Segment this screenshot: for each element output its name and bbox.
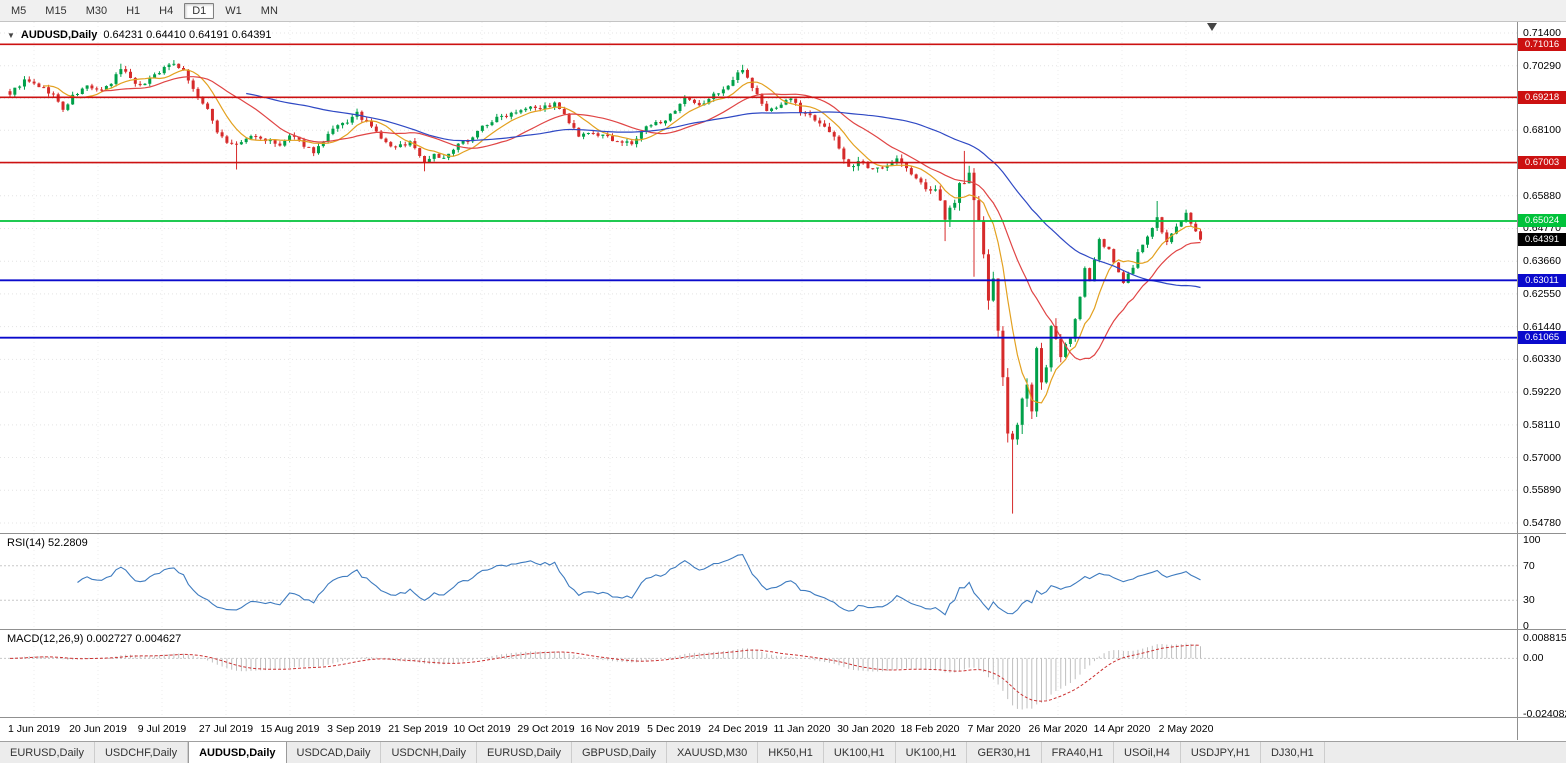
tab-ger30-h1[interactable]: GER30,H1 — [967, 742, 1042, 763]
price-axis-label: 0.58110 — [1523, 418, 1561, 431]
macd-histogram — [14, 643, 1201, 710]
timeframe-button-m15[interactable]: M15 — [45, 4, 67, 17]
time-axis-label: 3 Sep 2019 — [327, 723, 381, 735]
ma-50-line — [246, 92, 1201, 289]
tab-gbpusd-daily[interactable]: GBPUSD,Daily — [572, 742, 667, 763]
price-axis-label: 0.71400 — [1523, 26, 1561, 39]
tab-audusd-daily[interactable]: AUDUSD,Daily — [188, 742, 287, 763]
rsi-line — [77, 554, 1201, 616]
grid-lines — [0, 22, 1518, 718]
tab-usoil-h4[interactable]: USOil,H4 — [1114, 742, 1181, 763]
ma-8-line — [43, 69, 1201, 404]
price-axis-label: 0.60330 — [1523, 353, 1561, 366]
tab-uk100-h1[interactable]: UK100,H1 — [896, 742, 968, 763]
time-axis-label: 7 Mar 2020 — [967, 723, 1021, 735]
time-axis-label: 26 Mar 2020 — [1028, 723, 1088, 735]
price-axis-label: 0.68100 — [1523, 124, 1561, 137]
time-axis-label: 5 Dec 2019 — [647, 723, 701, 735]
timeframe-button-m5[interactable]: M5 — [11, 4, 27, 17]
time-axis-label: 15 Aug 2019 — [260, 723, 320, 735]
price-axis-label: 0.65880 — [1523, 189, 1561, 202]
time-axis-label: 21 Sep 2019 — [388, 723, 448, 735]
timeframe-button-h1[interactable]: H1 — [126, 4, 141, 17]
time-axis-label: 20 Jun 2019 — [69, 723, 127, 735]
macd-signal-line — [9, 644, 1201, 702]
time-axis-label: 2 May 2020 — [1158, 723, 1214, 735]
timeframe-button-m30[interactable]: M30 — [85, 4, 108, 17]
price-line-badge[interactable]: 0.67003 — [1518, 156, 1566, 170]
rsi-indicator-label: RSI(14) 52.2809 — [7, 537, 88, 549]
current-price-badge: 0.64391 — [1518, 233, 1566, 247]
price-line-badge[interactable]: 0.61065 — [1518, 331, 1566, 345]
timeframe-button-d1[interactable]: D1 — [184, 2, 215, 19]
chart-title: ▼ AUDUSD,Daily 0.64231 0.64410 0.64191 0… — [7, 29, 272, 41]
time-axis-label: 11 Jan 2020 — [773, 723, 831, 735]
chart-canvas[interactable] — [0, 22, 1566, 741]
ma-20-line — [101, 76, 1201, 361]
price-axis-label: 0.55890 — [1523, 484, 1561, 497]
price-line-badge[interactable]: 0.69218 — [1518, 90, 1566, 104]
tab-usdcnh-daily[interactable]: USDCNH,Daily — [381, 742, 478, 763]
rsi-axis-label: 0 — [1523, 620, 1529, 632]
macd-axis-label: -0.024082 — [1523, 708, 1566, 720]
time-axis-label: 9 Jul 2019 — [137, 723, 187, 735]
tab-eurusd-daily[interactable]: EURUSD,Daily — [477, 742, 572, 763]
time-axis-label: 10 Oct 2019 — [453, 723, 511, 735]
tab-xauusd-m30[interactable]: XAUUSD,M30 — [667, 742, 759, 763]
chart-tabs: EURUSD,Daily USDCHF,Daily AUDUSD,Daily USDC… — [0, 741, 1566, 763]
time-axis-label: 16 Nov 2019 — [580, 723, 640, 735]
macd-indicator-label: MACD(12,26,9) 0.002727 0.004627 — [7, 633, 182, 645]
price-line-badge[interactable]: 0.71016 — [1518, 37, 1566, 51]
price-axis-label: 0.63660 — [1523, 255, 1561, 268]
time-axis-label: 18 Feb 2020 — [900, 723, 960, 735]
chart-window: ▼ AUDUSD,Daily 0.64231 0.64410 0.64191 0… — [0, 22, 1566, 741]
tab-usdcad-daily[interactable]: USDCAD,Daily — [287, 742, 382, 763]
tab-uk100-h1[interactable]: UK100,H1 — [824, 742, 896, 763]
rsi-axis-label: 30 — [1523, 594, 1535, 607]
macd-axis-label: 0.008815 — [1523, 632, 1566, 644]
time-axis-label: 27 Jul 2019 — [198, 723, 254, 735]
tab-dj30-h1[interactable]: DJ30,H1 — [1261, 742, 1325, 763]
time-axis-label: 29 Oct 2019 — [517, 723, 575, 735]
timeframe-button-w1[interactable]: W1 — [225, 4, 242, 17]
macd-axis-label: 0.00 — [1523, 652, 1544, 665]
time-axis-label: 24 Dec 2019 — [708, 723, 768, 735]
timeframe-toolbar: M5 M15 M30 H1 H4 D1 W1 MN — [0, 0, 1566, 22]
price-axis-label: 0.61440 — [1523, 320, 1561, 333]
time-axis-label: 1 Jun 2019 — [8, 723, 60, 735]
price-axis-label: 0.70290 — [1523, 59, 1561, 72]
chart-symbol-label: AUDUSD,Daily — [20, 29, 98, 41]
tab-fra40-h1[interactable]: FRA40,H1 — [1042, 742, 1114, 763]
price-axis-label: 0.54780 — [1523, 517, 1561, 529]
candlestick-series — [8, 60, 1203, 514]
tab-eurusd-daily[interactable]: EURUSD,Daily — [0, 742, 95, 763]
tab-hk50-h1[interactable]: HK50,H1 — [758, 742, 824, 763]
timeframe-button-mn[interactable]: MN — [260, 4, 278, 17]
price-axis-label: 0.62550 — [1523, 287, 1561, 300]
tab-usdjpy-h1[interactable]: USDJPY,H1 — [1181, 742, 1261, 763]
time-axis-label: 14 Apr 2020 — [1093, 723, 1151, 735]
rsi-axis-label: 100 — [1523, 534, 1541, 546]
time-axis-label: 30 Jan 2020 — [837, 723, 895, 735]
chart-ohlc-values: 0.64231 0.64410 0.64191 0.64391 — [103, 29, 272, 41]
horizontal-price-lines[interactable] — [0, 43, 1518, 339]
price-axis-label: 0.57000 — [1523, 451, 1561, 464]
chart-shift-marker-icon — [1207, 23, 1217, 31]
price-line-badge[interactable]: 0.65024 — [1518, 214, 1566, 228]
timeframe-button-h4[interactable]: H4 — [159, 4, 174, 17]
price-line-badge[interactable]: 0.63011 — [1518, 273, 1566, 287]
rsi-axis-label: 70 — [1523, 559, 1535, 572]
price-axis-label: 0.59220 — [1523, 386, 1561, 399]
tab-usdchf-daily[interactable]: USDCHF,Daily — [95, 742, 189, 763]
chart-dropdown-icon[interactable]: ▼ — [7, 30, 15, 40]
